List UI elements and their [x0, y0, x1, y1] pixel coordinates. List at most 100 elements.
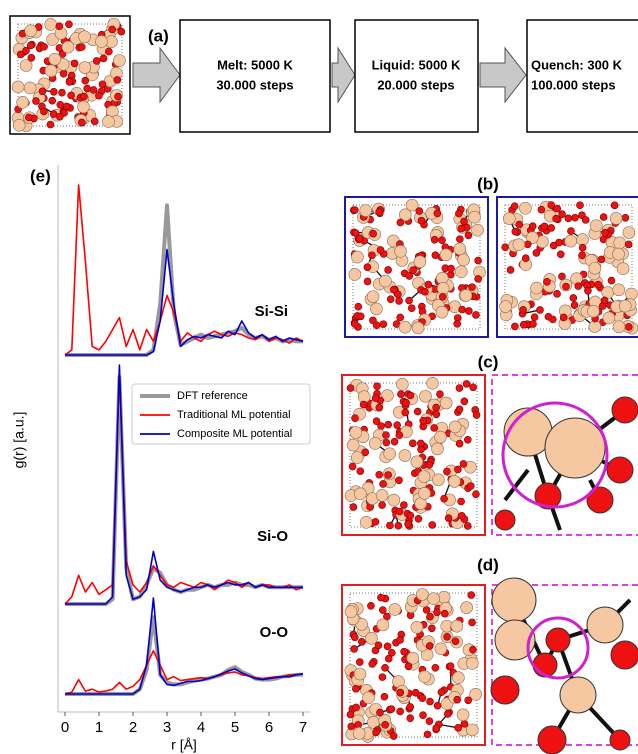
o-atom: [98, 80, 107, 89]
o-atom: [599, 213, 608, 221]
o-atom: [549, 241, 558, 250]
si-atom: [359, 515, 373, 529]
o-atom: [609, 729, 631, 751]
o-atom: [536, 306, 544, 314]
si-atom: [436, 282, 450, 295]
o-atom: [490, 675, 520, 705]
o-atom: [414, 515, 423, 523]
o-atom: [40, 42, 48, 51]
o-atom: [389, 732, 398, 740]
panel-label: (c): [478, 352, 499, 371]
o-atom: [95, 91, 103, 100]
g-r-curve: [65, 364, 303, 605]
o-atom: [578, 243, 587, 252]
o-atom: [584, 287, 592, 295]
si-atom: [426, 377, 439, 390]
o-atom: [379, 480, 387, 488]
o-atom: [443, 467, 451, 476]
si-atom: [416, 588, 429, 601]
o-atom: [558, 272, 566, 281]
si-atom: [589, 219, 603, 233]
o-atom: [407, 304, 416, 313]
si-atom: [618, 299, 632, 313]
highlight: [501, 401, 609, 509]
o-atom: [511, 322, 519, 331]
si-atom: [370, 302, 383, 316]
o-atom: [356, 312, 365, 321]
o-atom: [405, 296, 413, 305]
o-atom: [368, 251, 376, 260]
o-atom: [368, 660, 377, 668]
si-atom: [616, 262, 630, 276]
si-atom: [398, 449, 412, 462]
si-atom: [405, 198, 419, 212]
si-atom: [612, 283, 626, 297]
si-atom: [368, 437, 382, 450]
o-atom: [348, 462, 357, 471]
si-atom: [365, 632, 378, 645]
si-atom: [398, 320, 412, 334]
o-atom: [610, 201, 619, 210]
si-atom: [471, 223, 484, 237]
o-atom: [430, 236, 439, 244]
o-atom: [455, 439, 464, 448]
o-atom: [607, 276, 616, 285]
o-atom: [393, 421, 401, 429]
o-atom: [90, 117, 99, 126]
si-atom: [349, 426, 363, 439]
o-atom: [355, 658, 364, 666]
si-atom: [375, 489, 389, 502]
o-atom: [570, 301, 579, 310]
curve-label: O-O: [260, 624, 289, 641]
si-atom: [502, 212, 516, 225]
o-atom: [383, 642, 392, 651]
x-axis-label: r [Å]: [171, 737, 197, 753]
si-atom: [432, 473, 445, 487]
o-atom: [382, 431, 390, 439]
o-atom: [40, 107, 48, 116]
o-atom: [58, 88, 66, 97]
o-atom: [423, 730, 432, 739]
si-atom: [379, 274, 392, 288]
o-atom: [395, 507, 404, 516]
o-atom: [421, 287, 429, 296]
o-atom: [406, 511, 415, 520]
o-atom: [611, 396, 638, 424]
bond: [503, 468, 530, 502]
o-atom: [404, 520, 412, 528]
o-atom: [468, 283, 476, 291]
o-atom: [379, 320, 388, 328]
si-atom: [459, 289, 473, 302]
o-atom: [396, 707, 404, 716]
si-atom: [23, 81, 37, 95]
si-atom: [48, 52, 62, 66]
o-atom: [571, 213, 579, 222]
o-atom: [32, 97, 40, 105]
o-atom: [381, 721, 389, 729]
x-tick-label: 2: [129, 719, 137, 736]
o-atom: [457, 497, 465, 506]
step-text: Quench: 300 K: [531, 57, 623, 72]
o-atom: [430, 424, 438, 432]
o-atom: [396, 688, 405, 697]
si-atom: [399, 208, 412, 222]
si-atom: [466, 657, 479, 670]
curve-label: Si-Si: [255, 303, 288, 320]
o-atom: [405, 272, 414, 280]
arrow: [132, 46, 181, 104]
si-atom: [564, 234, 578, 248]
si-atom: [622, 226, 636, 239]
si-atom: [102, 115, 115, 128]
o-atom: [58, 50, 67, 58]
o-atom: [351, 229, 360, 237]
g-r-curve: [64, 184, 304, 356]
si-atom: [466, 723, 479, 737]
si-atom: [388, 603, 402, 616]
o-atom: [457, 224, 466, 233]
o-atom: [547, 224, 555, 232]
o-atom: [463, 435, 472, 444]
si-atom: [394, 245, 407, 258]
si-atom: [526, 231, 539, 245]
o-atom: [363, 263, 372, 271]
